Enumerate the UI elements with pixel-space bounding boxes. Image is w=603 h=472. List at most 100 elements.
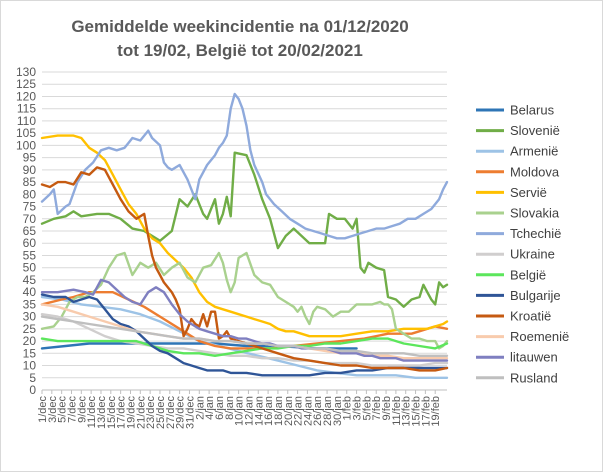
- x-tick-label: 23/dec: [145, 396, 157, 430]
- x-tick-label: 8/jan: [224, 396, 236, 420]
- series-line-kroati-: [40, 166, 449, 372]
- y-tick-label: 110: [17, 114, 36, 128]
- y-tick-label: 70: [23, 212, 37, 226]
- y-tick-label: 95: [23, 151, 37, 165]
- series-line-ukraine: [40, 313, 449, 367]
- y-tick-label: 25: [23, 322, 37, 336]
- x-tick-label: 5/dec: [57, 396, 69, 423]
- y-tick-label: 120: [16, 89, 36, 103]
- legend-label: Armenië: [510, 144, 558, 159]
- x-tick-label: 9/dec: [76, 396, 88, 423]
- x-tick-label: 11/feb: [391, 396, 403, 426]
- x-tick-label: 9/feb: [381, 396, 393, 420]
- y-tick-label: 75: [23, 200, 37, 214]
- y-tick-label: 20: [23, 334, 37, 348]
- y-tick-label: 80: [23, 187, 37, 201]
- x-tick-label: 14/jan: [253, 396, 265, 426]
- y-tick-label: 40: [23, 285, 37, 299]
- legend-label: Belarus: [510, 103, 555, 118]
- x-tick-label: 27/dec: [165, 396, 177, 430]
- chart-title-line-2: tot 19/02, België tot 20/02/2021: [117, 41, 363, 60]
- y-axis: 0510152025303540455055606570758085909510…: [16, 65, 36, 397]
- y-tick-label: 130: [16, 65, 36, 79]
- y-tick-label: 100: [16, 138, 36, 152]
- x-tick-label: 13/feb: [401, 396, 413, 427]
- x-tick-label: 7/feb: [371, 396, 383, 420]
- y-tick-label: 60: [23, 236, 37, 250]
- x-tick-label: 19/feb: [430, 396, 442, 427]
- legend-label: Servië: [510, 185, 547, 200]
- series-line-belgi-: [40, 337, 449, 357]
- legend-label: Ukraine: [510, 247, 555, 262]
- series-line-litauwen: [40, 278, 449, 362]
- legend-label: Kroatië: [510, 309, 551, 324]
- y-tick-label: 30: [23, 310, 37, 324]
- x-tick-label: 19/dec: [125, 396, 137, 430]
- x-tick-label: 15/feb: [411, 396, 423, 427]
- x-tick-label: 10/jan: [234, 396, 246, 426]
- y-tick-label: 115: [17, 102, 36, 116]
- chart-title-line-1: Gemiddelde weekincidentie na 01/12/2020: [71, 17, 408, 36]
- x-tick-label: 18/jan: [273, 396, 285, 426]
- series-line-armeni-: [40, 295, 449, 379]
- x-tick-label: 1/dec: [37, 396, 49, 423]
- x-tick-label: 5/feb: [361, 396, 373, 420]
- legend-label: Moldova: [510, 164, 560, 179]
- x-tick-label: 17/dec: [116, 396, 128, 430]
- x-tick-label: 30/jan: [332, 396, 344, 426]
- y-tick-label: 90: [23, 163, 37, 177]
- y-tick-label: 50: [23, 261, 37, 275]
- series-line-servi-: [40, 134, 449, 338]
- legend-label: België: [510, 267, 546, 282]
- legend-label: Bulgarije: [510, 288, 561, 303]
- x-axis: 1/dec3/dec5/dec7/dec9/dec11/dec13/dec15/…: [37, 389, 447, 430]
- y-tick-label: 65: [23, 224, 37, 238]
- legend-label: Roemenië: [510, 329, 569, 344]
- y-tick-label: 55: [23, 248, 37, 262]
- plot-area: [40, 92, 449, 379]
- legend-label: Rusland: [510, 370, 558, 385]
- x-tick-label: 4/jan: [204, 396, 216, 420]
- series-line-rusland: [40, 315, 449, 357]
- x-tick-label: 13/dec: [96, 396, 108, 430]
- x-tick-label: 16/jan: [263, 396, 275, 426]
- x-tick-label: 2/jan: [194, 396, 206, 420]
- series-line-bulgarije: [40, 293, 449, 377]
- x-tick-label: 12/jan: [243, 396, 255, 426]
- y-tick-label: 105: [16, 126, 36, 140]
- y-tick-label: 5: [29, 371, 36, 385]
- x-tick-label: 25/dec: [155, 396, 167, 430]
- y-tick-label: 125: [16, 77, 36, 91]
- x-tick-label: 28/jan: [322, 396, 334, 426]
- x-tick-label: 24/jan: [302, 396, 314, 426]
- x-tick-label: 1/feb: [342, 396, 354, 420]
- legend-label: Slovakia: [510, 206, 560, 221]
- x-tick-label: 6/jan: [214, 396, 226, 420]
- x-tick-label: 11/dec: [86, 396, 98, 429]
- x-tick-label: 7/dec: [66, 396, 78, 423]
- legend: Belarus Slovenië Armenië Moldova Servië Slova…: [476, 103, 569, 385]
- legend-label: Tchechië: [510, 226, 561, 241]
- legend-label: Slovenië: [510, 123, 560, 138]
- legend-label: litauwen: [510, 350, 558, 365]
- y-tick-label: 85: [23, 175, 37, 189]
- x-tick-label: 21/dec: [135, 396, 147, 430]
- series-line-slovakia: [40, 251, 449, 350]
- x-tick-label: 3/feb: [352, 396, 364, 420]
- x-tick-label: 29/dec: [175, 396, 187, 430]
- y-tick-label: 0: [29, 383, 36, 397]
- x-tick-label: 3/dec: [47, 396, 59, 423]
- series-line-tchechi-: [40, 92, 449, 240]
- y-tick-label: 45: [23, 273, 37, 287]
- series-line-moldova: [40, 291, 449, 350]
- y-tick-label: 10: [23, 359, 37, 373]
- x-tick-label: 17/feb: [420, 396, 432, 427]
- x-tick-label: 22/jan: [293, 396, 305, 426]
- x-tick-label: 15/dec: [106, 396, 118, 430]
- x-tick-label: 20/jan: [283, 396, 295, 426]
- y-tick-label: 15: [23, 346, 37, 360]
- x-tick-label: 26/jan: [312, 396, 324, 426]
- x-tick-label: 31/dec: [184, 396, 196, 430]
- y-tick-label: 35: [23, 297, 37, 311]
